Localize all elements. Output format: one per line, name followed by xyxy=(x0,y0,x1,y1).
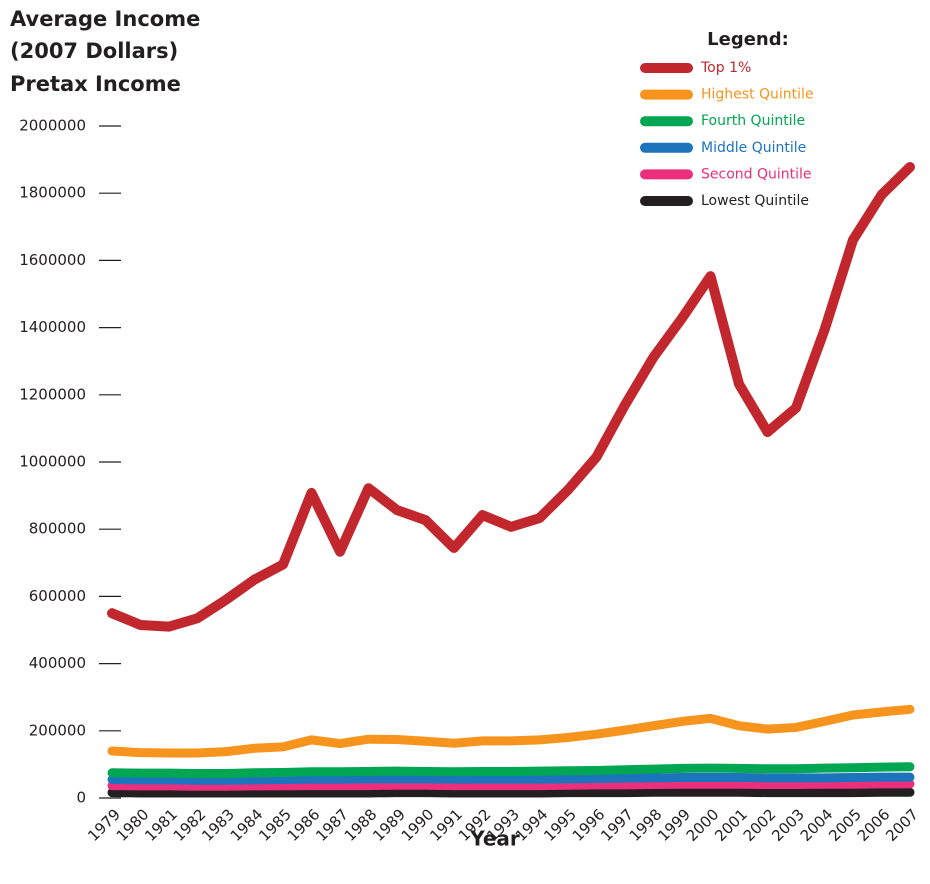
x-tick-label: 1996 xyxy=(569,805,609,845)
x-tick-label: 1983 xyxy=(198,805,238,845)
x-tick-label: 1986 xyxy=(284,805,324,845)
x-axis-label: Year xyxy=(469,827,520,851)
series-line xyxy=(107,787,915,798)
legend-label: Second Quintile xyxy=(701,166,812,182)
chart-title: Average Income xyxy=(10,7,200,31)
x-tick-label: 1982 xyxy=(170,805,210,845)
chart-title: Pretax Income xyxy=(10,72,181,96)
series-line xyxy=(107,161,915,632)
x-tick-label: 2002 xyxy=(740,805,780,845)
legend-label: Highest Quintile xyxy=(701,87,814,103)
y-tick-label: 1600000 xyxy=(19,251,86,269)
x-tick-label: 2007 xyxy=(882,805,922,845)
x-tick-label: 1980 xyxy=(113,805,153,845)
y-tick-label: 600000 xyxy=(29,587,86,605)
y-tick-label: 400000 xyxy=(29,654,86,672)
legend-label: Top 1% xyxy=(700,60,751,76)
x-tick-label: 2003 xyxy=(768,805,808,845)
x-tick-label: 1989 xyxy=(369,805,409,845)
x-tick-label: 1999 xyxy=(654,805,694,845)
y-tick-label: 1200000 xyxy=(19,385,86,403)
series-line xyxy=(107,772,915,785)
legend-title: Legend: xyxy=(707,29,789,50)
y-tick-label: 1400000 xyxy=(19,318,86,336)
x-tick-label: 1988 xyxy=(341,805,381,845)
series-line xyxy=(107,704,915,758)
legend-label: Middle Quintile xyxy=(701,140,806,156)
x-tick-label: 2006 xyxy=(854,805,894,845)
x-tick-label: 1981 xyxy=(141,805,181,845)
x-tick-label: 1998 xyxy=(626,805,666,845)
x-tick-label: 1991 xyxy=(426,805,466,845)
x-tick-label: 2000 xyxy=(683,805,723,845)
series-line xyxy=(107,779,915,791)
x-tick-label: 2001 xyxy=(711,805,751,845)
x-tick-label: 1995 xyxy=(540,805,580,845)
x-tick-label: 2005 xyxy=(825,805,865,845)
legend-label: Lowest Quintile xyxy=(701,193,809,209)
x-tick-label: 1979 xyxy=(84,805,124,845)
series-line xyxy=(107,762,915,778)
y-tick-label: 2000000 xyxy=(19,117,86,135)
y-tick-label: 1000000 xyxy=(19,453,86,471)
x-tick-label: 1997 xyxy=(597,805,637,845)
x-tick-label: 2004 xyxy=(797,805,837,845)
y-tick-label: 1800000 xyxy=(19,184,86,202)
x-tick-label: 1987 xyxy=(312,805,352,845)
y-tick-label: 800000 xyxy=(29,520,86,538)
chart-title: (2007 Dollars) xyxy=(10,39,178,63)
legend-label: Fourth Quintile xyxy=(701,113,805,129)
x-tick-label: 1994 xyxy=(512,805,552,845)
y-tick-label: 0 xyxy=(76,789,86,807)
x-tick-label: 1985 xyxy=(255,805,295,845)
x-tick-label: 1984 xyxy=(227,805,267,845)
y-tick-label: 200000 xyxy=(29,721,86,739)
x-tick-label: 1990 xyxy=(398,805,438,845)
